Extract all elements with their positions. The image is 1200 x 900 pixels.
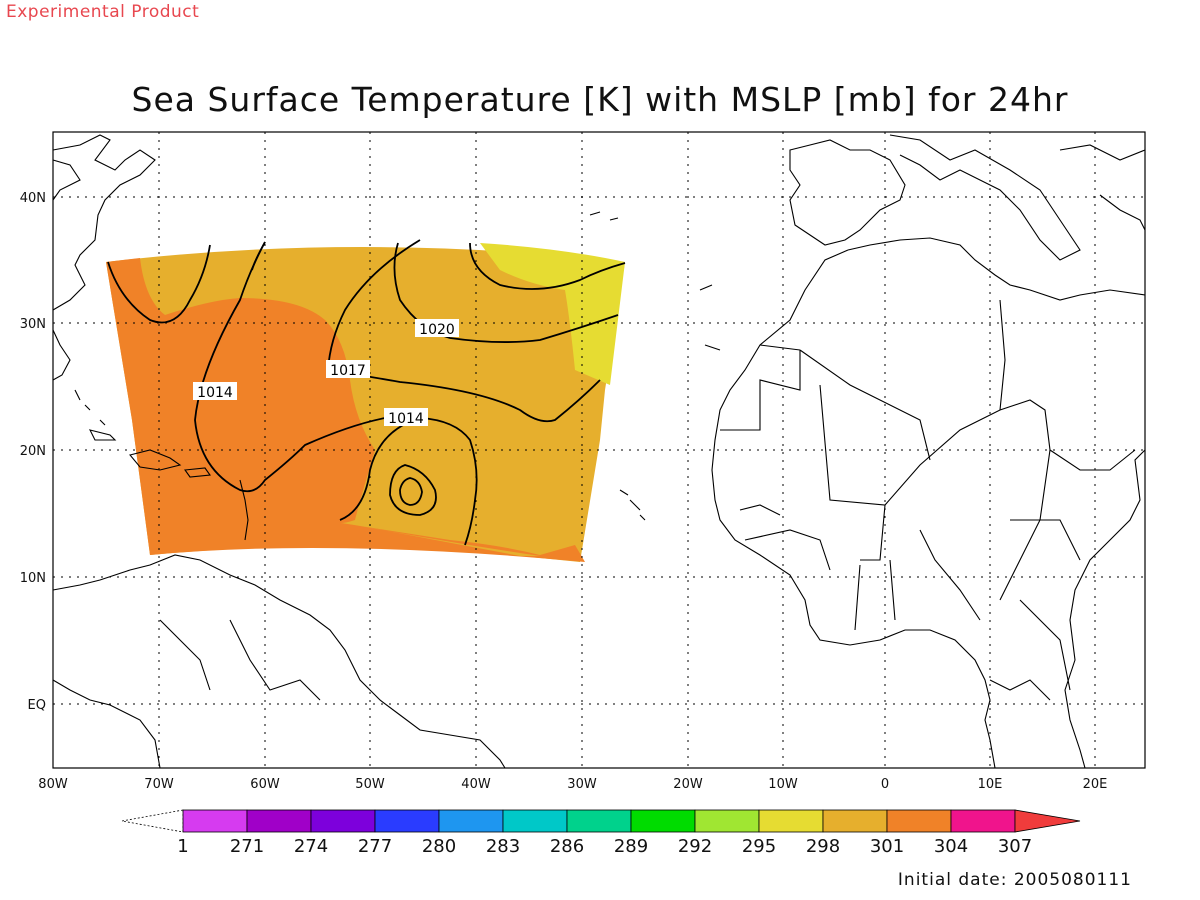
colorbar-swatch <box>822 809 888 833</box>
lon-label: 20E <box>1083 777 1108 792</box>
graticule <box>53 132 1145 768</box>
colorbar-under-arrow <box>121 809 184 833</box>
colorbar-label: 295 <box>742 836 776 857</box>
lon-label: 50W <box>355 777 385 792</box>
lon-label: 10E <box>978 777 1003 792</box>
lon-label: 40W <box>461 777 491 792</box>
colorbar-labels: 1 271 274 277 280 283 286 289 292 295 29… <box>177 836 1032 857</box>
sst-field <box>106 243 625 562</box>
coastlines <box>52 134 1146 769</box>
colorbar-swatch <box>438 809 504 833</box>
colorbar-label: 283 <box>486 836 520 857</box>
lat-label: 40N <box>20 191 46 206</box>
colorbar-swatch <box>886 809 952 833</box>
colorbar-label: 307 <box>998 836 1032 857</box>
lat-label: 30N <box>20 317 46 332</box>
lon-label: 0 <box>881 777 889 792</box>
colorbar-swatch <box>630 809 696 833</box>
colorbar-swatch <box>502 809 568 833</box>
lon-label: 10W <box>768 777 798 792</box>
colorbar-label: 289 <box>614 836 648 857</box>
colorbar-swatch <box>246 809 312 833</box>
contour-label-1020: 1020 <box>419 322 455 338</box>
initial-date: Initial date: 2005080111 <box>897 870 1132 890</box>
colorbar-label: 280 <box>422 836 456 857</box>
contour-label-1017: 1017 <box>330 363 366 379</box>
lat-label: 20N <box>20 444 46 459</box>
lon-label: 60W <box>250 777 280 792</box>
lon-label: 70W <box>144 777 174 792</box>
colorbar-label: 301 <box>870 836 904 857</box>
lon-label: 30W <box>567 777 597 792</box>
lon-label: 20W <box>673 777 703 792</box>
sst-region-304 <box>106 258 585 562</box>
map-title: Sea Surface Temperature [K] with MSLP [m… <box>131 80 1069 119</box>
lat-label: 10N <box>20 571 46 586</box>
colorbar-swatch <box>310 809 376 833</box>
colorbar-label: 298 <box>806 836 840 857</box>
colorbar-swatch <box>566 809 632 833</box>
colorbar-swatch <box>374 809 440 833</box>
colorbar-label: 292 <box>678 836 712 857</box>
colorbar-swatch <box>950 809 1016 833</box>
mslp-contours <box>107 239 626 546</box>
colorbar <box>121 809 1081 833</box>
contour-label-1014-center: 1014 <box>388 411 424 427</box>
contour-labels: 1020 1017 1014 1014 <box>193 319 459 427</box>
colorbar-label: 1 <box>177 836 188 857</box>
colorbar-label: 277 <box>358 836 392 857</box>
colorbar-over-arrow <box>1014 809 1081 833</box>
colorbar-label: 271 <box>230 836 264 857</box>
colorbar-label: 286 <box>550 836 584 857</box>
colorbar-swatch <box>694 809 760 833</box>
colorbar-swatch <box>182 809 248 833</box>
colorbar-label: 304 <box>934 836 968 857</box>
experimental-product-label: Experimental Product <box>6 2 200 22</box>
contour-label-1014-west: 1014 <box>197 385 233 401</box>
colorbar-label: 274 <box>294 836 328 857</box>
longitude-labels: 80W 70W 60W 50W 40W 30W 20W 10W 0 10E 20… <box>38 777 1107 792</box>
lat-label: EQ <box>28 698 46 713</box>
latitude-labels: 40N 30N 20N 10N EQ <box>20 191 46 713</box>
colorbar-swatch <box>758 809 824 833</box>
sst-region-298 <box>480 243 625 385</box>
lon-label: 80W <box>38 777 68 792</box>
